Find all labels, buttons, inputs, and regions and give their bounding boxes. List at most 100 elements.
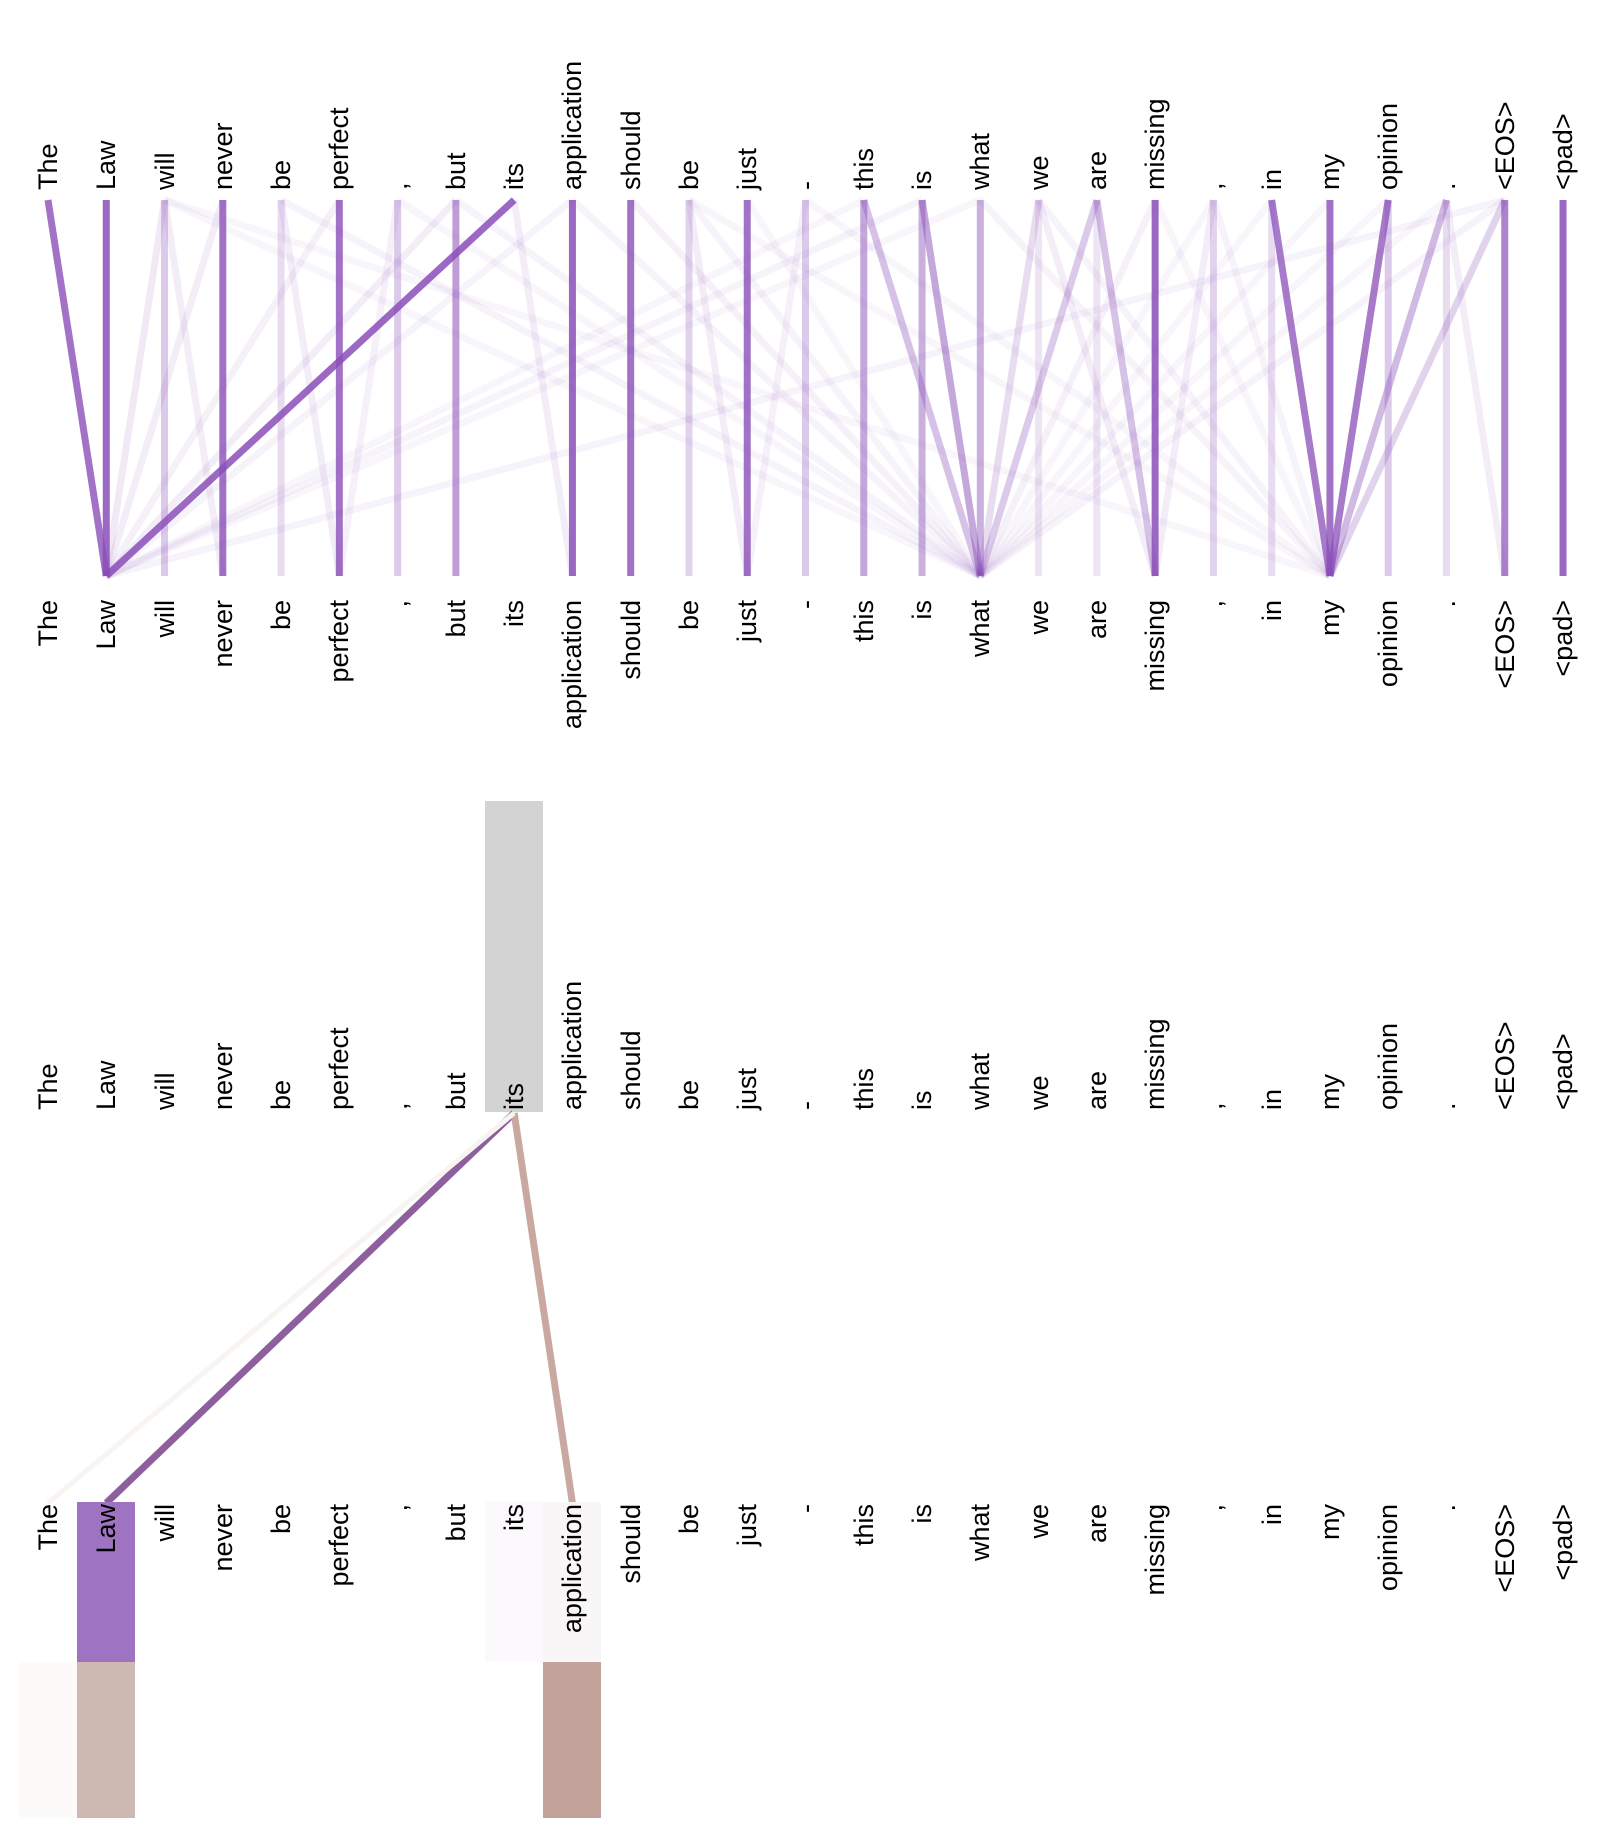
top-target-token-label: in (1256, 600, 1287, 622)
bottom-attended-token-label: be (266, 1504, 297, 1535)
top-target-token-label: perfect (324, 600, 355, 683)
bottom-selected-token-label: we (1023, 1075, 1054, 1110)
bottom-selected-token-label: The (33, 1063, 63, 1110)
top-target-token-label: are (1081, 600, 1112, 640)
attention-edge (103, 197, 459, 579)
attention-edge (1093, 199, 1159, 577)
bottom-attended-token-label: just (732, 1504, 763, 1547)
attention-edge (104, 196, 866, 580)
bottom-attended-token-label: are (1081, 1504, 1112, 1544)
attention-weight-bar (19, 1662, 77, 1818)
top-source-token-label: application (557, 60, 588, 190)
top-target-token-label: should (615, 600, 646, 680)
top-target-token-label: just (732, 600, 763, 643)
bottom-selected-token-label: this (848, 1067, 879, 1110)
attention-edge (277, 199, 343, 577)
top-source-token-label: be (673, 159, 704, 190)
bottom-selected-token-label: my (1314, 1074, 1345, 1110)
bottom-attended-token-label: opinion (1373, 1504, 1404, 1592)
attention-edge (976, 198, 1101, 578)
bottom-attended-token-label: . (1431, 1504, 1462, 1512)
attention-edge (743, 199, 809, 577)
top-source-token-label: - (790, 181, 821, 190)
attention-edge (977, 197, 1333, 579)
bottom-selected-token-label: <EOS> (1489, 1021, 1520, 1110)
attention-edge (1326, 198, 1508, 578)
attention-edge (628, 197, 983, 579)
top-target-token-label: missing (1140, 600, 1171, 692)
attention-edge (163, 196, 1332, 580)
top-source-token-label: opinion (1373, 102, 1404, 190)
top-target-token-label: <EOS> (1489, 600, 1520, 689)
bottom-attended-token-label: my (1314, 1504, 1345, 1540)
attention-edge (103, 198, 343, 578)
attention-edge (687, 196, 1332, 580)
top-target-token-label: we (1023, 600, 1054, 635)
bottom-attended-token-label: its (499, 1504, 530, 1531)
bottom-attended-token-label: in (1256, 1504, 1287, 1526)
attended-token-highlight (543, 1502, 602, 1662)
attention-edge (918, 199, 984, 577)
attention-edge (1326, 198, 1450, 578)
top-target-token-label: never (207, 600, 238, 668)
attention-edge (335, 199, 402, 577)
attention-edge (977, 198, 1159, 578)
attention-edge (976, 199, 1043, 577)
bottom-selected-token-label: will (149, 1072, 180, 1111)
bottom-attended-token-label: be (673, 1504, 704, 1535)
bottom-attended-token-label: , (382, 1504, 413, 1512)
attention-edge (453, 197, 983, 579)
selected-token-highlight (485, 801, 544, 1112)
top-source-token-label: but (440, 152, 471, 190)
top-target-token-label: will (149, 600, 180, 638)
bottom-selected-token-label: missing (1140, 1018, 1171, 1110)
top-source-token-label: should (615, 110, 646, 190)
top-target-token-label: The (33, 600, 63, 647)
bottom-attended-token-label: never (207, 1504, 238, 1572)
top-source-token-label: its (499, 163, 530, 190)
attention-weight-bar (543, 1662, 602, 1818)
attention-edge (860, 198, 984, 578)
attention-edge (977, 197, 1391, 579)
attention-edge (44, 199, 110, 577)
bottom-selected-token-label: its (499, 1083, 530, 1110)
bottom-attended-token-label: is (907, 1504, 938, 1524)
attention-edge (510, 199, 576, 577)
attention-edge (1035, 197, 1333, 579)
bottom-selected-token-label: never (207, 1042, 238, 1110)
bottom-attended-token-label: missing (1140, 1504, 1171, 1596)
top-target-token-label: its (499, 600, 530, 627)
top-source-token-label: just (732, 147, 763, 190)
attention-weight-bar (77, 1662, 136, 1818)
attention-edge (977, 197, 1333, 579)
attention-edge (163, 196, 982, 580)
top-target-token-label: , (382, 600, 413, 608)
bottom-attended-token-label: , (1198, 1504, 1229, 1512)
bottom-attended-token-label: what (965, 1504, 996, 1562)
top-source-token-label: , (382, 182, 413, 190)
top-target-token-label: is (907, 600, 938, 620)
selected-attention-link (510, 1112, 576, 1504)
bottom-attended-token-label: we (1023, 1504, 1054, 1539)
bottom-attended-token-label: but (440, 1504, 471, 1542)
attention-edge (977, 197, 1275, 579)
bottom-selected-token-label: are (1081, 1070, 1112, 1110)
top-source-token-label: , (1198, 182, 1229, 190)
bottom-selected-token-label: perfect (324, 1027, 355, 1110)
bottom-selected-token-label: be (266, 1079, 297, 1110)
top-source-token-label: The (33, 143, 63, 190)
top-source-token-label: be (266, 159, 297, 190)
top-source-token-label: my (1314, 154, 1345, 190)
bottom-selected-token-label: application (557, 980, 588, 1110)
bottom-attended-token-label: will (149, 1504, 180, 1542)
top-source-token-label: . (1431, 182, 1462, 190)
bottom-selected-token-label: should (615, 1030, 646, 1110)
top-source-token-label: <EOS> (1489, 101, 1520, 190)
attention-edge (279, 196, 982, 580)
selected-attention-link (46, 1111, 516, 1505)
attention-edge (104, 196, 924, 580)
bottom-selected-token-label: <pad> (1548, 1033, 1579, 1110)
bottom-selected-token-label: what (965, 1052, 996, 1110)
bottom-selected-token-label: opinion (1373, 1022, 1404, 1110)
bottom-selected-token-label: just (732, 1067, 763, 1110)
